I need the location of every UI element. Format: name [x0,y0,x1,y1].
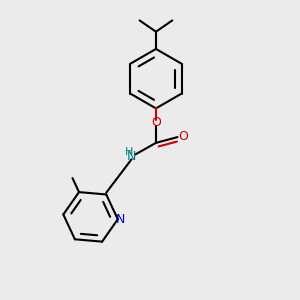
Text: N: N [116,213,125,226]
Text: N: N [127,151,136,164]
Text: O: O [151,116,161,129]
Text: O: O [178,130,188,143]
Text: H: H [125,147,133,157]
